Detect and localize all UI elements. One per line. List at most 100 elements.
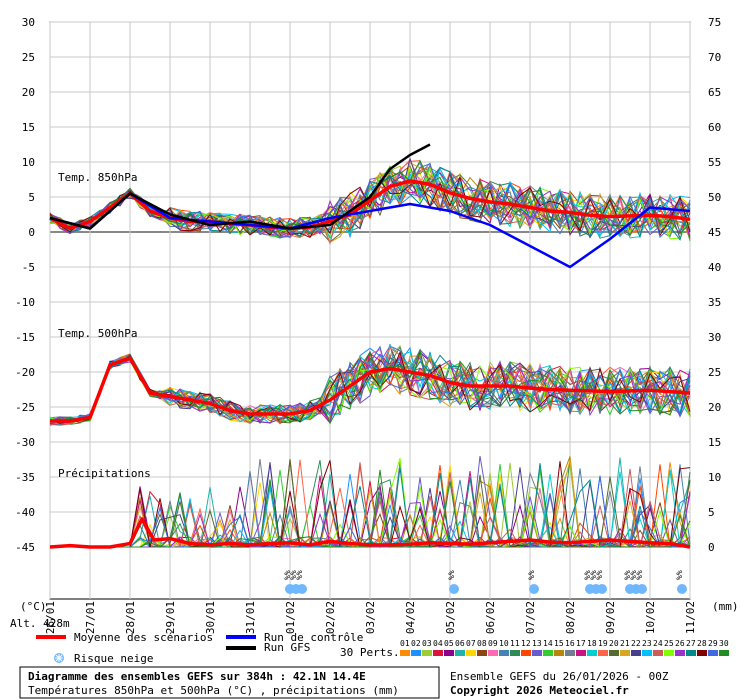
pert-number: 17 [576,639,586,648]
pert-number: 30 [719,639,729,648]
y-right-tick-label: 50 [708,191,721,204]
snowflake-icon [297,584,307,594]
pert-color-swatch [477,650,487,656]
pert-color-swatch [719,650,729,656]
temp500-label: Temp. 500hPa [58,327,137,340]
pert-number: 04 [433,639,443,648]
pert-color-swatch [620,650,630,656]
pert-color-swatch [488,650,498,656]
pert-number: 05 [444,639,454,648]
y-tick-label: -5 [22,261,35,274]
y-tick-label: -20 [15,366,35,379]
pert-number: 07 [466,639,476,648]
pert-number: 24 [653,639,663,648]
pert-color-swatch [455,650,465,656]
pert-color-swatch [411,650,421,656]
pert-number: 10 [499,639,509,648]
x-tick-label: 07/02 [524,601,537,634]
pert-number: 28 [697,639,707,648]
pert-number: 13 [532,639,542,648]
snowflake-icon [637,584,647,594]
y-tick-label: -30 [15,436,35,449]
perturbation-legend: 01 02 03 04 05 06 07 08 09 10 11 12 13 14 15 16 17 18 19 20… [400,639,729,656]
pert-color-swatch [466,650,476,656]
pert-number: 23 [642,639,652,648]
x-tick-label: 01/02 [284,601,297,634]
y-right-tick-label: 20 [708,401,721,414]
pert-number: 11 [510,639,520,648]
snowflake-icon [677,584,687,594]
pert-color-swatch [587,650,597,656]
x-axis-ticks: 26/01 27/01 28/01 29/01 30/01 31/01 01/02 02/02… [44,601,697,634]
temp850-label: Temp. 850hPa [58,171,137,184]
footer-box [19,666,440,699]
x-tick-label: 06/02 [484,601,497,634]
pert-number: 21 [620,639,630,648]
pert-color-swatch [433,650,443,656]
pert-number: 22 [631,639,641,648]
y-tick-label: -45 [15,541,35,554]
y-tick-label: -10 [15,296,35,309]
pert-number: 15 [554,639,564,648]
series-line [50,356,691,423]
snowflake-icon [529,584,539,594]
y-right-tick-label: 30 [708,331,721,344]
pert-precip-line [50,469,691,548]
x-tick-label: 04/02 [404,601,417,634]
right-unit-label: (mm) [712,600,739,613]
pert-number: 14 [543,639,553,648]
x-tick-label: 08/02 [564,601,577,634]
snow-risk-text: %% [635,570,644,580]
snowflake-icon [54,653,64,663]
pert-850-line [49,163,691,238]
x-tick-label: 29/01 [164,601,177,634]
main-series [49,143,691,549]
snow-risk-text: %% [629,570,638,580]
pert-number: 18 [587,639,597,648]
x-tick-label: 03/02 [364,601,377,634]
legend-mean-label: Moyenne des scénarios [74,631,213,644]
left-unit-label: (°C) [20,600,47,613]
pert-number: 09 [488,639,498,648]
pert-number: 16 [565,639,575,648]
pert-color-swatch [521,650,531,656]
pert-color-swatch [609,650,619,656]
y-right-tick-label: 15 [708,436,721,449]
pert-color-swatch [598,650,608,656]
pert-number: 20 [609,639,619,648]
x-tick-label: 11/02 [684,601,697,634]
x-tick-label: 10/02 [644,601,657,634]
y-right-tick-label: 65 [708,86,721,99]
pert-color-swatch [642,650,652,656]
y-right-tick-label: 35 [708,296,721,309]
y-tick-label: 15 [22,121,35,134]
pert-color-swatch [532,650,542,656]
snow-risk-text: %% [283,570,292,580]
pert-number: 26 [675,639,685,648]
footer-subtitle: Températures 850hPa et 500hPa (°C) , pré… [28,684,399,697]
series-line [49,192,691,269]
snow-risk-text: %% [289,570,298,580]
pert-number: 19 [598,639,608,648]
y-right-tick-label: 0 [708,541,715,554]
pert-color-swatch [422,650,432,656]
pert-precip-line [50,463,691,548]
pert-color-swatch [510,650,520,656]
pert-850-line [49,175,691,239]
legend-control-label: Run de contrôle [264,631,363,644]
pert-color-swatch [554,650,564,656]
series-line [49,143,431,230]
pert-color-swatch [653,650,663,656]
left-axis-ticks: 30 25 20 15 10 5 0 -5 -10 -15 -20 -25 -30 -35 -40 -45 [15,16,35,554]
pert-number: 25 [664,639,674,648]
snow-risk-text: %% [583,570,592,580]
y-right-tick-label: 5 [708,506,715,519]
pert-color-swatch [565,650,575,656]
y-right-tick-label: 25 [708,366,721,379]
pert-color-swatch [708,650,718,656]
snow-risk-text: %% [295,570,304,580]
snow-risk-text: %% [527,570,536,580]
y-right-tick-label: 40 [708,261,721,274]
